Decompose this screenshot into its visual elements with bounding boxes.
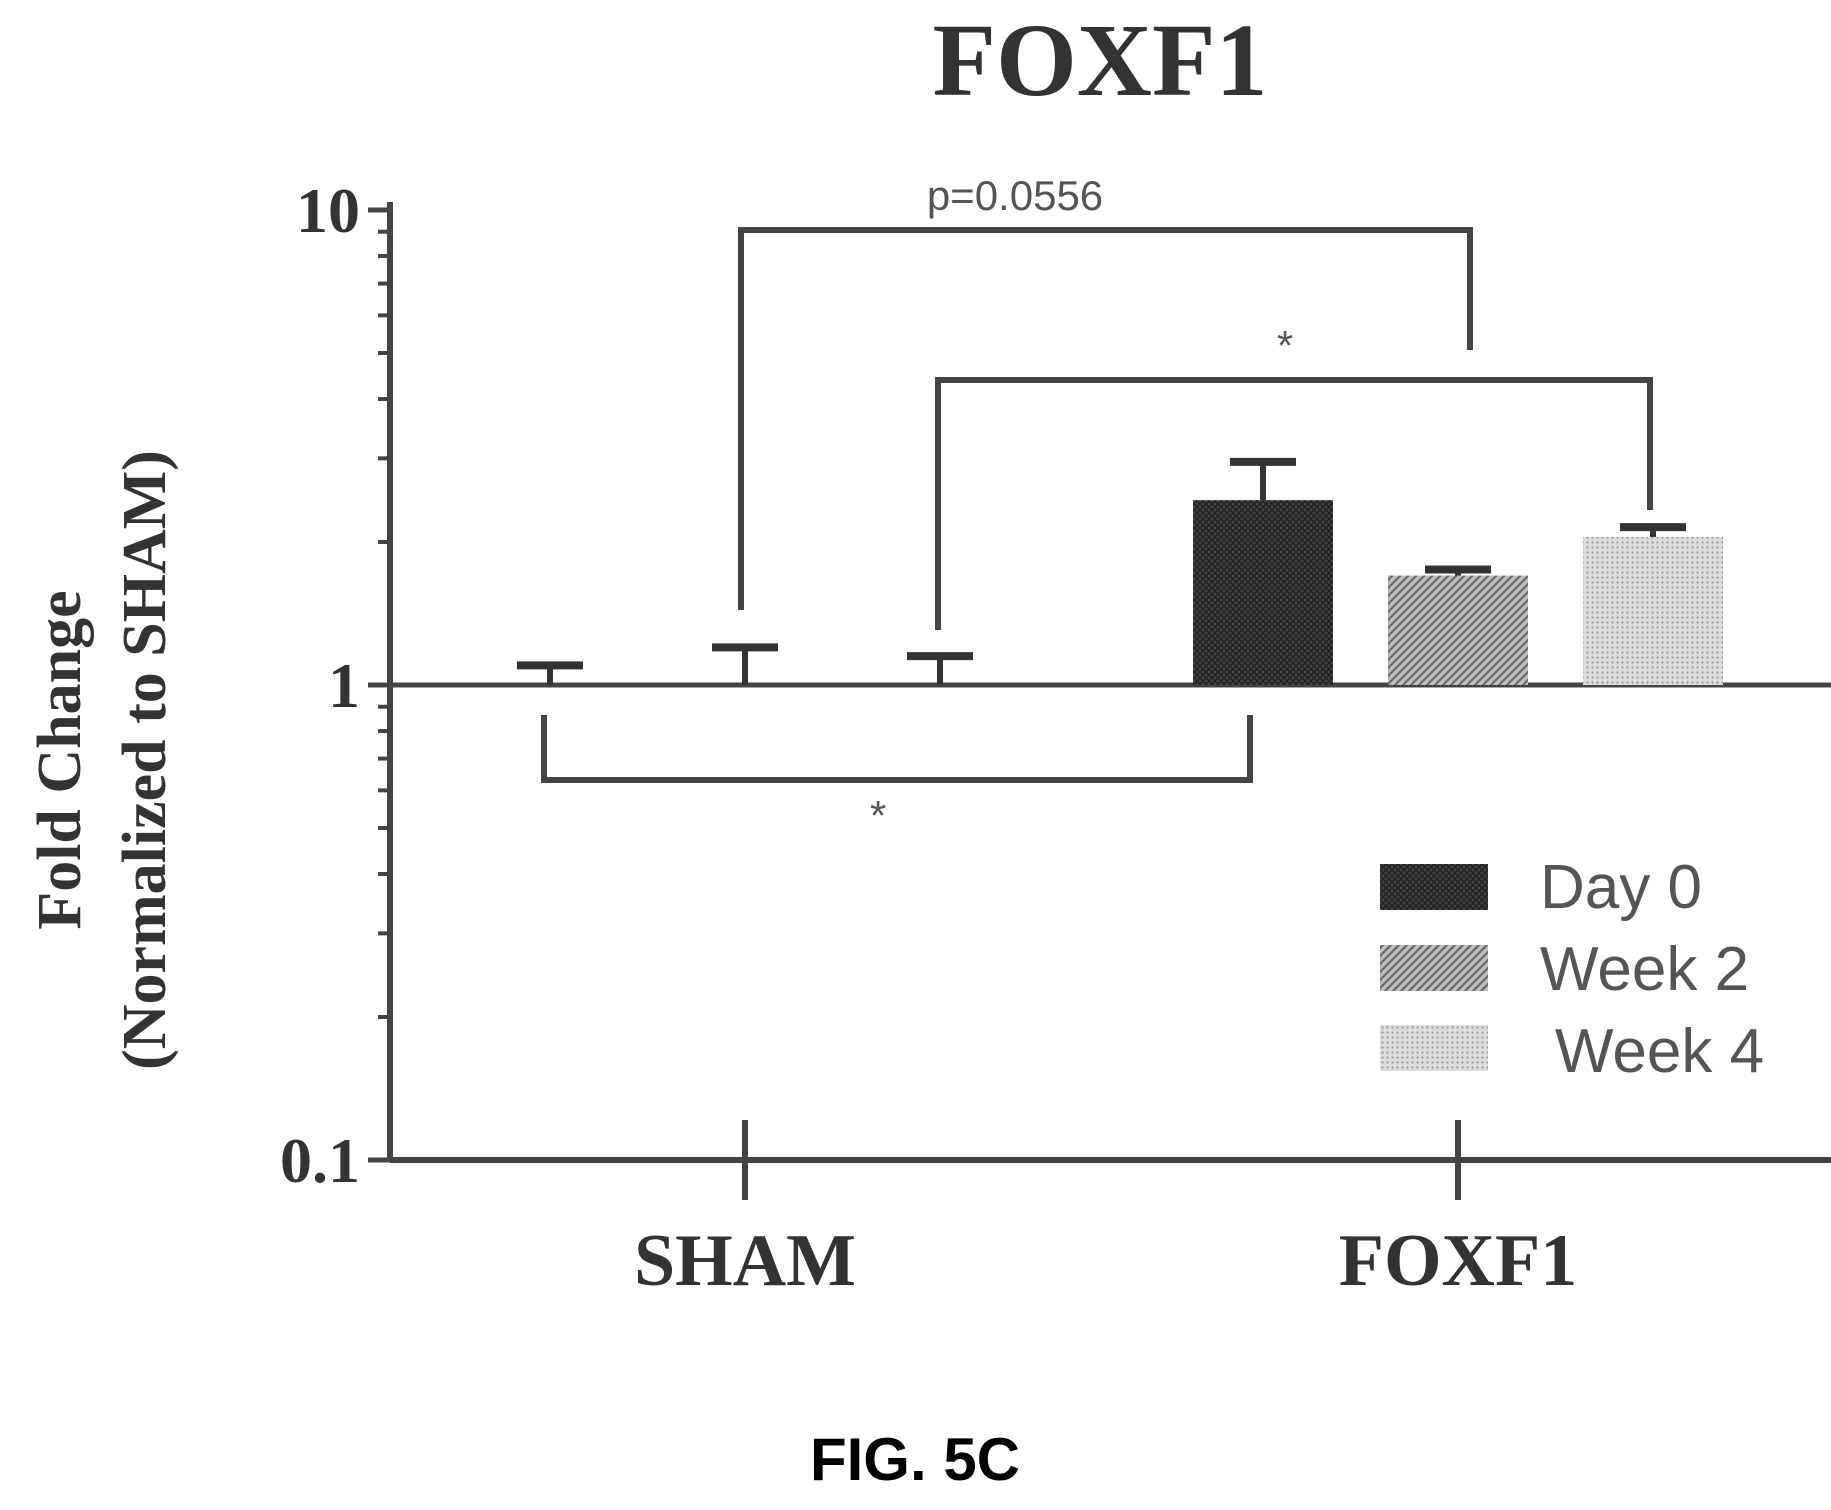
bar-FOXF1-0: [1193, 500, 1333, 685]
x-axis: SHAM FOXF1: [390, 1120, 1831, 1302]
y-axis-title-line1: Fold Change: [26, 590, 94, 929]
legend-swatch-week2: [1380, 945, 1488, 991]
bracket-top: [738, 227, 1473, 610]
y-tick-label: 10: [296, 175, 360, 246]
bracket-bottom: [541, 715, 1253, 783]
y-tick-label: 1: [328, 650, 360, 721]
bar-FOXF1-2: [1583, 536, 1723, 685]
bracket-middle: [935, 377, 1653, 630]
y-axis: 10 1 0.1: [280, 175, 393, 1196]
legend: Day 0 Week 2 Week 4: [1380, 853, 1764, 1086]
legend-label-week4: Week 4: [1555, 1017, 1764, 1086]
x-tick-label: FOXF1: [1339, 1220, 1577, 1302]
bracket-top-label: p=0.0556: [927, 172, 1103, 219]
bracket-bottom-label: *: [870, 792, 886, 839]
y-axis-title: Fold Change (Normalized to SHAM): [26, 450, 179, 1070]
legend-swatch-week4: [1380, 1025, 1488, 1071]
bracket-middle-label: *: [1277, 322, 1293, 369]
y-tick-label: 0.1: [280, 1125, 360, 1196]
figure-label: FIG. 5C: [810, 1426, 1020, 1493]
chart-title: FOXF1: [932, 3, 1267, 118]
legend-swatch-day0: [1380, 864, 1488, 910]
bars: [517, 457, 1723, 685]
legend-label-day0: Day 0: [1540, 853, 1702, 922]
y-axis-title-line2: (Normalized to SHAM): [111, 450, 179, 1070]
bar-FOXF1-1: [1388, 575, 1528, 685]
x-tick-label: SHAM: [634, 1220, 856, 1302]
legend-label-week2: Week 2: [1540, 935, 1749, 1004]
significance-brackets: [541, 227, 1653, 783]
